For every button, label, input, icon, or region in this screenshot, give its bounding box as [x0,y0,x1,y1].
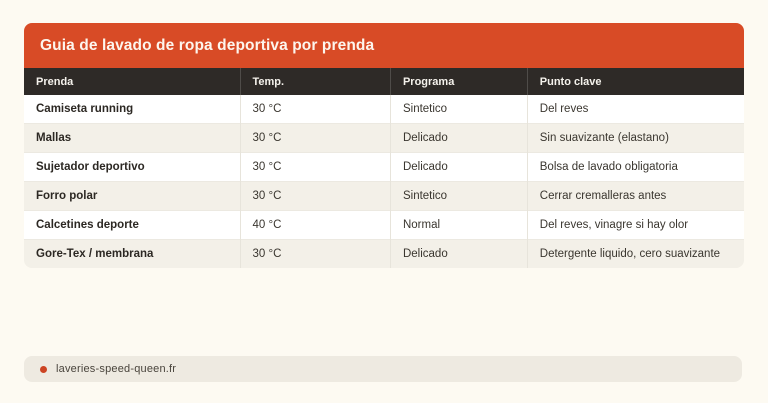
wash-guide-card: Guia de lavado de ropa deportiva por pre… [24,23,744,268]
table-cell: Sintetico [390,95,528,124]
table-cell: Del reves, vinagre si hay olor [527,210,744,240]
table-cell: Normal [390,210,528,240]
source-text: laveries-speed-queen.fr [56,363,177,375]
column-header-programa: Programa [390,68,528,95]
source-dot-icon [40,365,47,373]
table-cell: Calcetines deporte [24,210,241,240]
column-header-punto-clave: Punto clave [527,68,744,95]
table-header-row: Prenda Temp. Programa Punto clave [24,68,744,95]
table-row: Calcetines deporte 40 °C Normal Del reves, … [24,210,744,240]
table-cell: 30 °C [240,181,391,211]
column-header-prenda: Prenda [24,68,241,95]
table-cell: Delicado [390,123,528,153]
source-bar: laveries-speed-queen.fr [24,356,742,382]
table-row: Gore-Tex / membrana 30 °C Delicado Detergen… [24,239,744,268]
table-cell: Cerrar cremalleras antes [527,181,744,211]
table-cell: Del reves [539,103,589,115]
table-row: Forro polar 30 °C Sintetico Cerrar cremalle… [24,181,744,211]
table-cell: Sujetador deportivo [24,152,241,182]
table-row: Sujetador deportivo 30 °C Delicado Bolsa de… [24,152,744,182]
table-cell: 40 °C [240,210,391,240]
table-header: Prenda Temp. Programa Punto clave [24,68,744,95]
table-cell: Gore-Tex / membrana [24,239,241,268]
table-cell: Detergente liquido, cero suavizante [527,239,744,268]
table-cell: Forro polar [24,181,241,211]
table-body: Camiseta running 30 °C Sintetico Del reves M… [24,95,744,268]
table-cell: Camiseta running [24,95,241,124]
table-cell: Delicado [390,152,528,182]
table-cell: Sin suavizante (elastano) [527,123,744,153]
table-row: Camiseta running 30 °C Sintetico Del reves [24,95,744,124]
table-cell: Delicado [390,239,528,268]
table-cell: 30 °C [240,95,391,124]
table-cell: 30 °C [240,123,391,153]
table-cell: Bolsa de lavado obligatoria [527,152,744,182]
table-cell: 30 °C [240,239,391,268]
column-header-temp: Temp. [240,68,391,95]
table-cell: Mallas [24,123,241,153]
table-cell: 30 °C [240,152,391,182]
table-cell: Sintetico [390,181,528,211]
card-title: Guia de lavado de ropa deportiva por pre… [24,23,744,68]
table-row: Mallas 30 °C Delicado Sin suavizante (elast… [24,123,744,153]
wash-guide-table: Prenda Temp. Programa Punto clave Camise… [24,68,744,268]
